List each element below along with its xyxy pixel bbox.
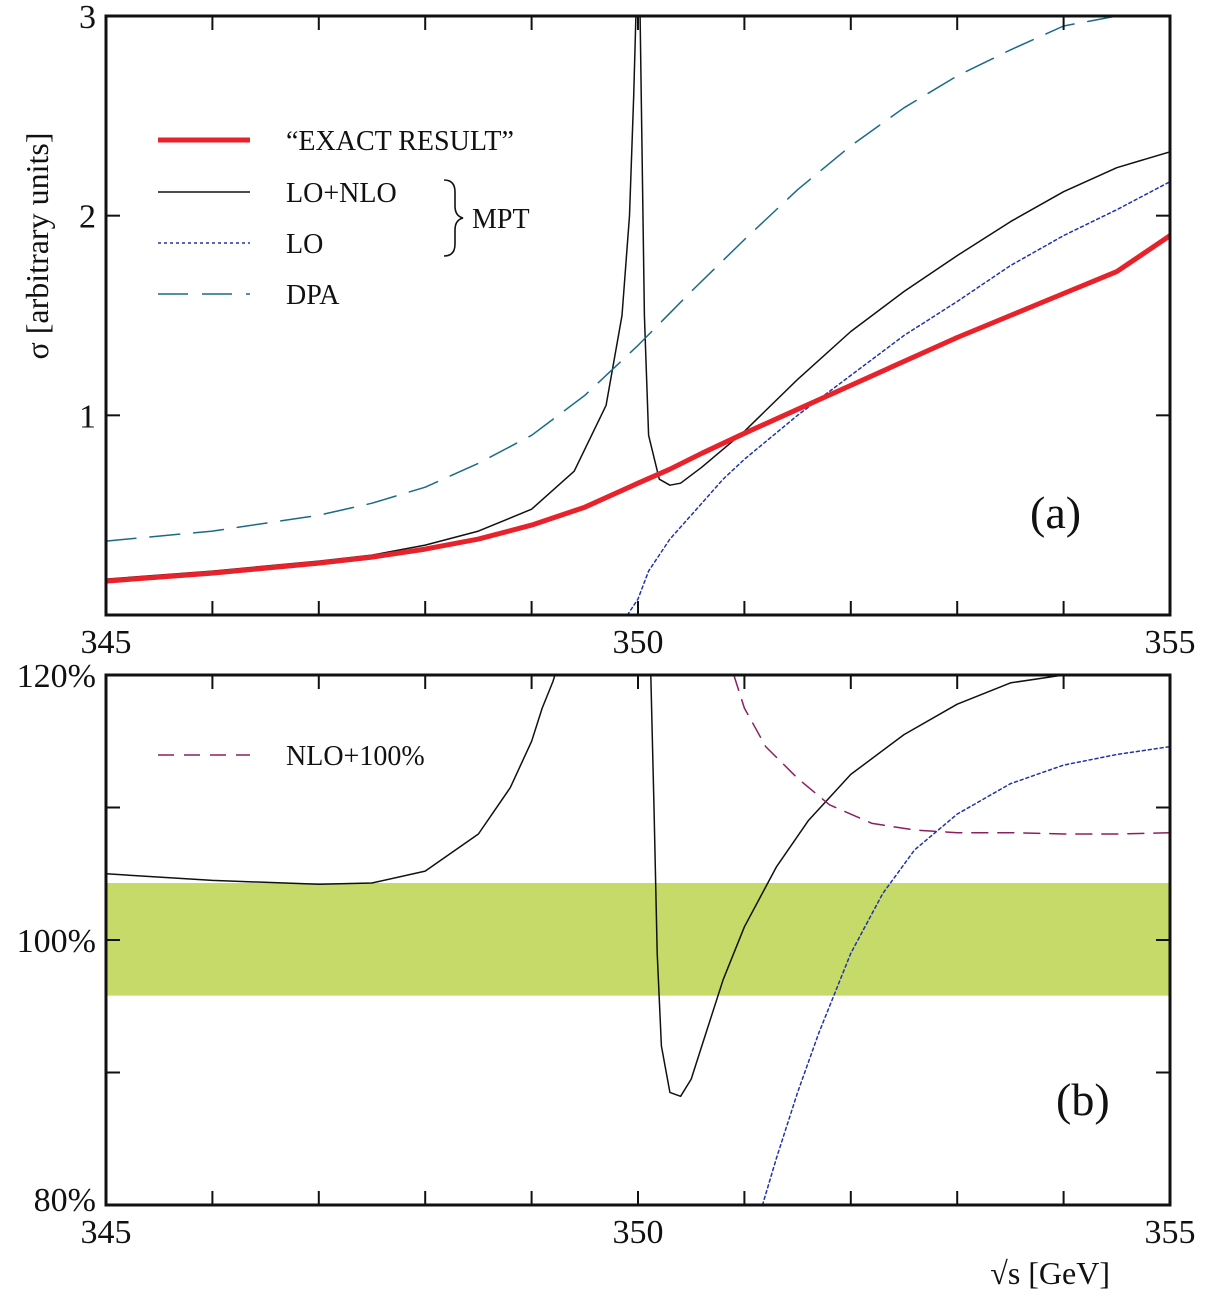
y-tick-label: 80%	[34, 1182, 96, 1219]
series-line-exact-result	[106, 233, 1170, 584]
panel-a-frame	[104, 14, 1172, 617]
y-tick-label: 120%	[17, 658, 96, 695]
series-line-lo-nlo	[106, 675, 556, 886]
mpt-brace	[443, 179, 464, 257]
series-line-nlo-100	[733, 675, 1170, 835]
series-line-lo-nlo	[650, 675, 1170, 1098]
y-tick-label: 3	[79, 0, 96, 36]
x-tick-label: 355	[1145, 1214, 1196, 1251]
legend-label-exact: “EXACT RESULT”	[286, 126, 514, 157]
legend-label-lo-nlo: LO+NLO	[286, 178, 397, 209]
legend-a: “EXACT RESULT” LO+NLO LO DPA MPT	[158, 126, 530, 311]
y-tick-label: 2	[79, 199, 96, 236]
legend-label-dpa: DPA	[286, 280, 340, 311]
panel-b-tag: (b)	[1056, 1074, 1110, 1125]
series-line-lo-nlo	[106, 16, 1170, 580]
panel-b-frame	[104, 673, 1172, 1207]
x-tick-label: 350	[613, 624, 664, 661]
panel-a-tag: (a)	[1030, 487, 1081, 538]
x-tick-label: 345	[81, 624, 132, 661]
y-tick-label: 100%	[17, 923, 96, 960]
y-axis-label: σ [arbitrary units]	[19, 133, 55, 360]
legend-label-lo: LO	[286, 229, 323, 260]
x-tick-label: 345	[81, 1214, 132, 1251]
reference-band	[106, 883, 1170, 996]
mpt-group-label: MPT	[472, 204, 530, 235]
x-tick-label: 355	[1145, 624, 1196, 661]
x-axis-label: √s [GeV]	[990, 1255, 1110, 1291]
x-tick-label: 350	[613, 1214, 664, 1251]
series-line-lo	[626, 180, 1170, 615]
series-line-lo	[761, 745, 1170, 1205]
series-line-dpa	[106, 16, 1118, 542]
legend-label-nlo100: NLO+100%	[286, 741, 425, 772]
legend-b: NLO+100%	[158, 741, 425, 772]
y-tick-label: 1	[79, 398, 96, 435]
panel-b: 345 350 355 80% 100% 120% √s [GeV] (b) NLO+10…	[17, 658, 1196, 1291]
panel-a: 345 350 355 1 2 3 σ [arbitrary units] (a) “EX…	[19, 0, 1196, 661]
